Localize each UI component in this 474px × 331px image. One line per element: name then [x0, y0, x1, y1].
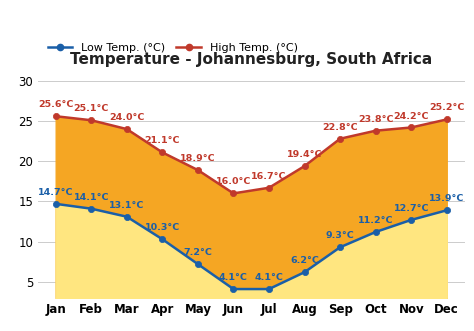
Text: 24.2°C: 24.2°C	[393, 112, 429, 120]
Text: 24.0°C: 24.0°C	[109, 113, 145, 122]
Text: 7.2°C: 7.2°C	[183, 248, 212, 257]
Text: 4.1°C: 4.1°C	[255, 273, 283, 282]
Text: 25.2°C: 25.2°C	[429, 104, 465, 113]
Text: 22.8°C: 22.8°C	[322, 123, 358, 132]
Text: 4.1°C: 4.1°C	[219, 273, 248, 282]
Title: Temperature - Johannesburg, South Africa: Temperature - Johannesburg, South Africa	[70, 53, 432, 68]
Text: 25.6°C: 25.6°C	[38, 100, 73, 109]
Text: 16.7°C: 16.7°C	[251, 172, 287, 181]
Text: 13.1°C: 13.1°C	[109, 201, 145, 210]
Text: 19.4°C: 19.4°C	[287, 150, 322, 159]
Text: 16.0°C: 16.0°C	[216, 177, 251, 186]
Text: 25.1°C: 25.1°C	[73, 104, 109, 113]
Text: 12.7°C: 12.7°C	[393, 204, 429, 213]
Text: 21.1°C: 21.1°C	[145, 136, 180, 145]
Text: 18.9°C: 18.9°C	[180, 154, 216, 163]
Text: 9.3°C: 9.3°C	[326, 231, 355, 240]
Text: 6.2°C: 6.2°C	[290, 256, 319, 265]
Text: 10.3°C: 10.3°C	[145, 223, 180, 232]
Text: 11.2°C: 11.2°C	[358, 216, 393, 225]
Legend: Low Temp. (°C), High Temp. (°C): Low Temp. (°C), High Temp. (°C)	[44, 38, 302, 58]
Text: 13.9°C: 13.9°C	[429, 194, 465, 203]
Text: 14.1°C: 14.1°C	[73, 193, 109, 202]
Text: 23.8°C: 23.8°C	[358, 115, 393, 124]
Text: 14.7°C: 14.7°C	[38, 188, 73, 197]
